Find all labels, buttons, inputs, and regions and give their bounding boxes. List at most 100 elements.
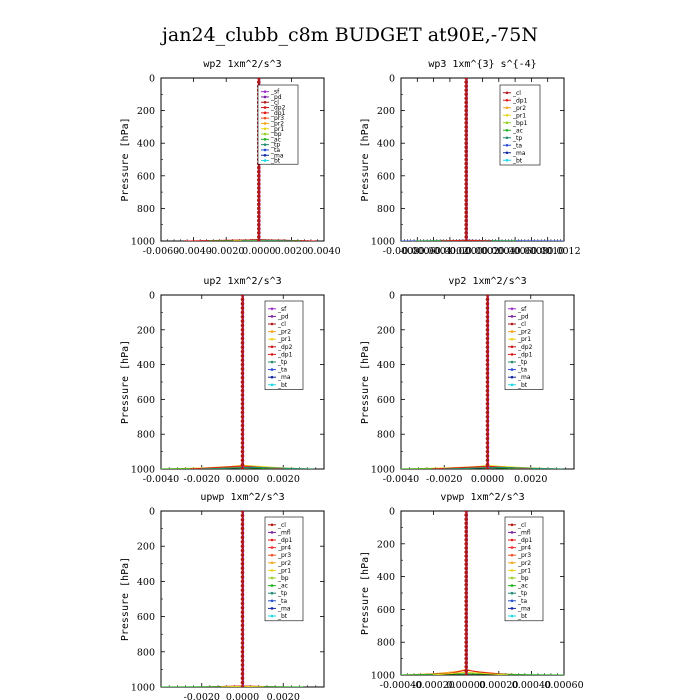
legend-entry: _dp1 [277, 351, 293, 358]
y-axis-label: Pressure [hPa] [120, 557, 131, 641]
profile-marker [240, 667, 245, 672]
legend-entry: _cl [277, 522, 286, 529]
legend-marker-bt [510, 383, 514, 387]
profile-marker [240, 393, 245, 397]
legend-marker-cl [263, 100, 267, 104]
y-tick-label: 0 [149, 74, 155, 85]
legend-marker-bt [510, 614, 514, 618]
x-tick-label: 0.0004 [482, 246, 515, 257]
profile-marker [240, 419, 245, 423]
profile-marker [464, 669, 469, 673]
profile-marker [464, 116, 469, 121]
x-tick-label: -0.0060 [143, 246, 179, 257]
legend-entry: _bt [517, 613, 528, 620]
legend-marker-tp [510, 591, 514, 595]
profile-marker [257, 198, 261, 203]
series-point-tp [312, 468, 315, 469]
profile-marker [485, 406, 490, 410]
legend-marker-cl [270, 523, 274, 527]
y-tick-label: 400 [137, 139, 155, 150]
series-point-tp [443, 468, 446, 469]
series-point-ac [298, 240, 301, 241]
legend-marker-dp2 [510, 345, 514, 349]
legend-entry: _pd [270, 94, 282, 101]
profile-marker [464, 96, 469, 101]
legend-marker-ta [263, 148, 267, 152]
legend-entry: _ac [270, 136, 281, 143]
series-point-dp1 [440, 240, 443, 241]
profile-marker [240, 584, 245, 588]
legend-entry: _ma [517, 374, 531, 381]
legend-marker-bp [505, 121, 509, 125]
profile-marker [464, 521, 469, 526]
profile-marker [240, 397, 245, 402]
y-axis-label: Pressure [hPa] [360, 551, 371, 635]
profile-marker [240, 645, 245, 650]
y-tick-label: 600 [377, 605, 395, 616]
legend-marker-bp [270, 576, 274, 580]
profile-marker [485, 349, 490, 354]
legend-entry: _bt [512, 157, 523, 164]
y-tick-label: 200 [377, 106, 395, 117]
legend-marker-ac [505, 128, 509, 132]
profile-marker [485, 328, 490, 332]
legend-entry: _ma [277, 374, 291, 381]
profile-marker [464, 665, 469, 669]
profile-marker [257, 218, 261, 223]
profile-marker [240, 410, 245, 415]
legend-marker-ma [270, 375, 274, 379]
legend: _sf_pd_cl_pr2_pr1_dp2_dp1_tp_ta_ma_bt [264, 300, 304, 390]
legend-entry: _dp1 [270, 110, 286, 117]
profile-marker [257, 186, 261, 190]
profile-marker [485, 441, 490, 445]
panel-5: upwp 1xm^2/s^3 Pressure [hPa] 0 200 400 600 80… [120, 492, 325, 700]
profile-marker [464, 562, 469, 567]
legend-marker-ta [510, 599, 514, 603]
profile-marker [240, 566, 245, 570]
profile-marker [464, 100, 469, 105]
profile-marker [464, 78, 468, 80]
profile-marker [464, 190, 469, 194]
profile-marker [240, 513, 245, 518]
series-point-tp [266, 239, 268, 241]
legend-entry: _bp [270, 131, 282, 138]
profile-marker [464, 517, 469, 521]
profile-marker [257, 182, 261, 186]
profile-marker [464, 511, 468, 513]
panel-title: upwp 1xm^2/s^3 [200, 492, 284, 503]
profile-marker [464, 80, 469, 84]
legend-marker-ta [270, 599, 274, 603]
profile-marker [464, 231, 469, 235]
profile-marker [240, 362, 245, 367]
profile-marker [464, 529, 469, 534]
y-tick-label: 1000 [371, 465, 395, 476]
legend-entry: _bt [270, 158, 281, 165]
profile-marker [464, 149, 469, 154]
profile-marker [464, 125, 469, 129]
profile-marker [240, 358, 245, 363]
profile-marker [257, 78, 261, 80]
x-tick-label: -0.0020 [208, 246, 244, 257]
x-tick-label: 0.0020 [514, 474, 547, 485]
profile-marker [257, 80, 261, 84]
legend-marker-sf [270, 307, 274, 311]
profile-marker [464, 198, 469, 203]
series-point-tp [251, 466, 254, 469]
legend-entry: _ma [277, 605, 291, 612]
series-point-ac [563, 674, 564, 675]
profile-marker [240, 380, 245, 384]
series-point-cl [200, 240, 203, 241]
x-tick-label: -0.0008 [383, 246, 419, 257]
profile-marker [240, 531, 245, 535]
profile-marker [485, 423, 490, 428]
profile-marker [240, 610, 245, 614]
y-tick-label: 600 [377, 395, 395, 406]
x-tick-label: 0.00020 [479, 680, 518, 691]
profile-marker [464, 141, 469, 145]
legend-entry: _ta [512, 142, 522, 149]
legend-entry: _pr2 [517, 560, 531, 567]
legend-marker-pr2 [270, 561, 274, 565]
legend-entry: _ac [512, 127, 523, 134]
x-tick-label: -0.00020 [412, 680, 455, 691]
legend-marker-pr4 [270, 546, 274, 549]
